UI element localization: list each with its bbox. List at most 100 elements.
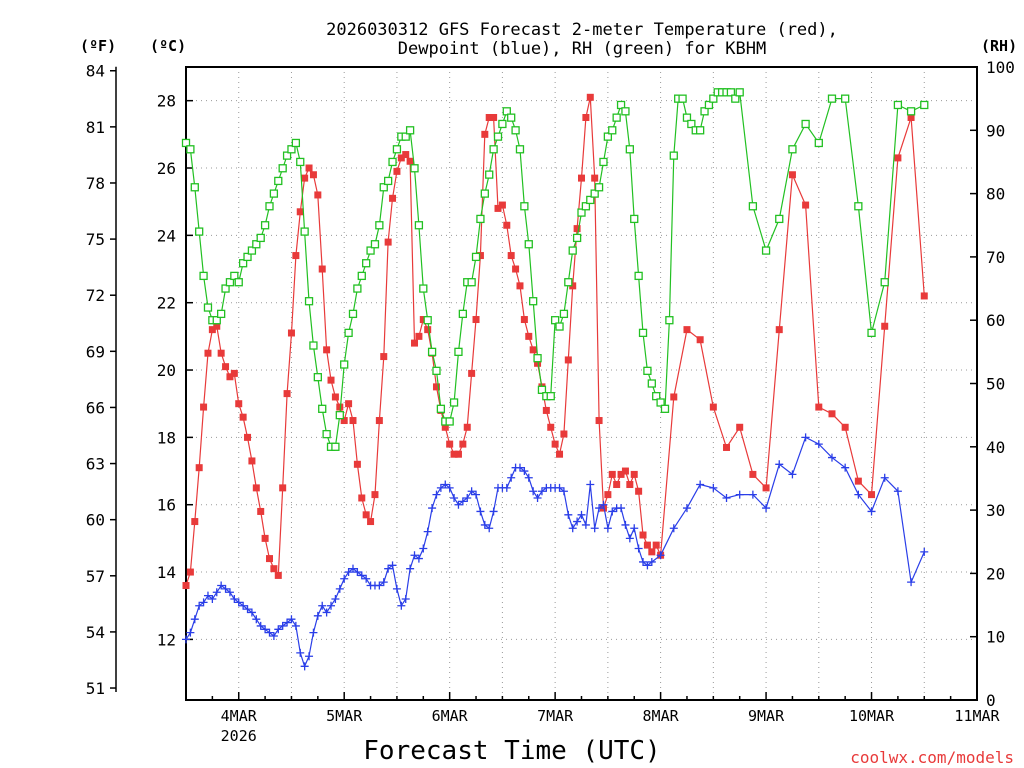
rh-point xyxy=(247,246,257,255)
fahrenheit-tick-label: 72 xyxy=(86,286,105,305)
dewpoint-point xyxy=(406,564,415,573)
rh-point xyxy=(502,107,511,116)
rh-point xyxy=(656,398,665,407)
plot-frame xyxy=(185,66,978,701)
dewpoint-point xyxy=(529,487,538,496)
rh-point xyxy=(379,183,388,192)
temperature-point xyxy=(507,252,515,260)
temperature-point xyxy=(349,417,357,425)
dewpoint-point xyxy=(485,524,494,533)
celsius-tick-label: 16 xyxy=(157,496,176,515)
temperature-point xyxy=(274,571,282,579)
rh-point xyxy=(344,328,353,338)
fahrenheit-tick-label: 57 xyxy=(86,567,105,586)
temperature-point xyxy=(270,565,278,573)
dewpoint-point xyxy=(893,487,902,496)
rh-point xyxy=(221,284,230,293)
rh-point xyxy=(546,392,555,401)
dewpoint-point xyxy=(247,608,256,617)
fahrenheit-tick-label: 60 xyxy=(86,511,105,530)
dewpoint-point xyxy=(225,588,234,597)
rh-point xyxy=(612,113,621,122)
rh-point xyxy=(731,94,740,103)
dewpoint-point xyxy=(603,524,612,533)
dewpoint-point xyxy=(313,611,322,620)
rh-tick-label: 0 xyxy=(986,691,996,710)
rh-point xyxy=(313,373,322,382)
dewpoint-point xyxy=(234,598,243,607)
rh-point xyxy=(322,429,331,439)
dewpoint-point xyxy=(186,628,195,637)
rh-point xyxy=(471,252,481,262)
rh-point xyxy=(252,240,261,249)
dewpoint-point xyxy=(375,581,384,590)
temperature-point xyxy=(362,511,370,519)
dewpoint-line xyxy=(185,436,925,668)
dewpoint-point xyxy=(476,507,485,516)
rh-point xyxy=(217,309,226,319)
rh-point xyxy=(801,119,810,129)
celsius-tick-label: 26 xyxy=(157,159,176,178)
temperature-point xyxy=(613,481,621,489)
temperature-point xyxy=(296,208,304,216)
dewpoint-point xyxy=(621,520,630,529)
dewpoint-point xyxy=(445,483,454,492)
dewpoint-point xyxy=(230,594,239,603)
temperature-point xyxy=(630,470,638,478)
dewpoint-point xyxy=(261,625,270,634)
rh-point xyxy=(775,214,784,224)
dewpoint-point xyxy=(287,615,296,624)
dewpoint-point xyxy=(379,578,388,587)
rh-point xyxy=(827,94,837,103)
temperature-point xyxy=(345,400,353,408)
dewpoint-point xyxy=(581,520,590,529)
rh-point xyxy=(696,126,705,135)
rh-point xyxy=(550,316,560,325)
dewpoint-point xyxy=(335,584,344,593)
rh-point xyxy=(370,240,380,249)
temperature-point xyxy=(265,555,273,563)
dewpoint-point xyxy=(634,544,643,553)
dewpoint-point xyxy=(709,483,718,492)
temperature-point xyxy=(788,171,796,179)
series-dewpoint xyxy=(182,433,929,671)
temperature-point xyxy=(617,470,625,478)
temperature-point xyxy=(907,114,915,122)
dewpoint-point xyxy=(410,551,419,560)
rh-point xyxy=(568,246,577,255)
celsius-tick-label: 18 xyxy=(157,428,176,447)
rh-point xyxy=(375,221,384,230)
rh-point xyxy=(190,183,199,192)
rh-point xyxy=(449,398,459,407)
x-tick-label: 7MAR xyxy=(537,707,574,725)
temperature-point xyxy=(182,582,190,590)
dewpoint-point xyxy=(599,500,608,509)
rh-point xyxy=(920,100,929,110)
temperature-point xyxy=(208,326,216,334)
rh-point xyxy=(559,309,569,319)
temperature-point xyxy=(463,423,471,431)
temperature-point xyxy=(648,548,656,556)
temperature-point xyxy=(525,332,533,340)
temperature-point xyxy=(191,518,199,526)
temperature-point xyxy=(367,518,375,526)
temperature-point xyxy=(393,167,401,175)
temperature-point xyxy=(314,191,322,199)
temperature-point xyxy=(331,393,339,401)
dewpoint-point xyxy=(327,601,336,610)
temperature-point xyxy=(309,171,317,179)
rh-point xyxy=(748,202,758,211)
temperature-point xyxy=(446,440,454,448)
temperature-point xyxy=(235,400,243,408)
dewpoint-point xyxy=(524,473,533,482)
dewpoint-point xyxy=(586,480,595,489)
temperature-point xyxy=(683,326,691,334)
rh-point xyxy=(454,347,463,357)
dewpoint-point xyxy=(423,527,432,536)
dewpoint-point xyxy=(300,662,309,671)
rh-tick-label: 80 xyxy=(986,185,1005,204)
rh-point xyxy=(682,113,692,122)
celsius-tick-label: 20 xyxy=(157,361,176,380)
dewpoint-point xyxy=(920,547,929,556)
chart-title-line1: 2026030312 GFS Forecast 2-meter Temperat… xyxy=(326,20,838,40)
